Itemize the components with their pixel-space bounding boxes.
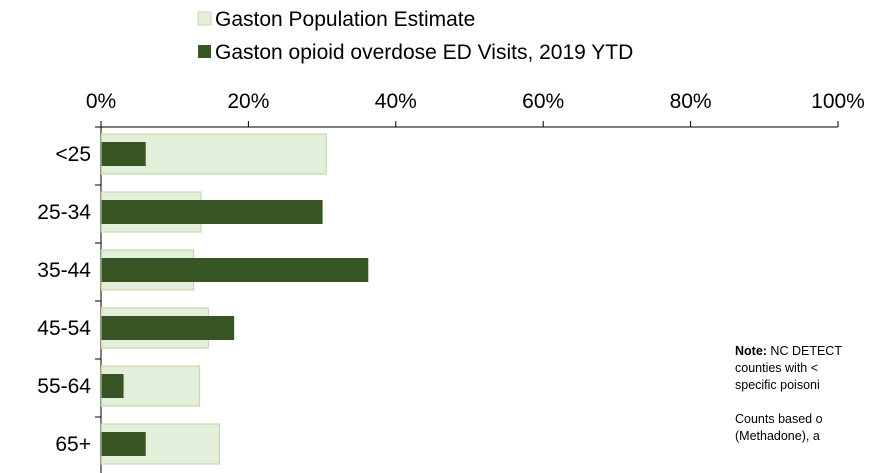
x-tick-label-2: 20%: [227, 90, 269, 113]
y-category-label-2: 25-34: [37, 201, 91, 224]
x-tick-label-3: 40%: [375, 90, 417, 113]
bar-ed-visits-1: [101, 142, 146, 166]
x-tick-label-6: 100%: [811, 90, 865, 113]
note-line-4: Counts based o: [735, 412, 823, 426]
x-axis-ticks: 0% 20% 40% 60% 80% 100%: [86, 90, 865, 113]
bar-ed-visits-2: [101, 200, 323, 224]
bar-ed-visits-5: [101, 374, 124, 398]
x-tick-label-4: 60%: [522, 90, 564, 113]
note-line-1-text: NC DETECT: [766, 344, 842, 358]
y-category-label-5: 55-64: [37, 375, 91, 398]
y-category-label-1: <25: [55, 143, 91, 166]
note-label: Note:: [735, 344, 767, 358]
bars: [100, 133, 369, 465]
y-category-label-4: 45-54: [37, 317, 91, 340]
y-category-label-3: 35-44: [37, 259, 91, 282]
x-tick-label-5: 80%: [670, 90, 712, 113]
note-line-2: counties with <: [735, 361, 819, 375]
legend: Gaston Population Estimate Gaston opioid …: [197, 8, 633, 64]
note-line-3: specific poisoni: [735, 378, 820, 392]
axes: [95, 121, 839, 473]
bar-ed-visits-6: [101, 432, 146, 456]
legend-label-1: Gaston Population Estimate: [215, 8, 475, 31]
legend-label-2: Gaston opioid overdose ED Visits, 2019 Y…: [215, 41, 633, 64]
y-axis-labels: <25 25-34 35-44 45-54 55-64 65+: [37, 143, 91, 456]
note-line-1: Note: NC DETECT: [735, 343, 873, 360]
note-line-5: (Methadone), a: [735, 429, 820, 443]
x-tick-label-1: 0%: [86, 90, 116, 113]
note-text: Note: NC DETECT counties with < specific…: [735, 343, 873, 445]
legend-swatch-2: [198, 45, 211, 58]
bar-ed-visits-4: [101, 316, 235, 340]
legend-swatch-1: [197, 11, 212, 26]
y-category-label-6: 65+: [55, 433, 91, 456]
bar-ed-visits-3: [101, 258, 369, 282]
